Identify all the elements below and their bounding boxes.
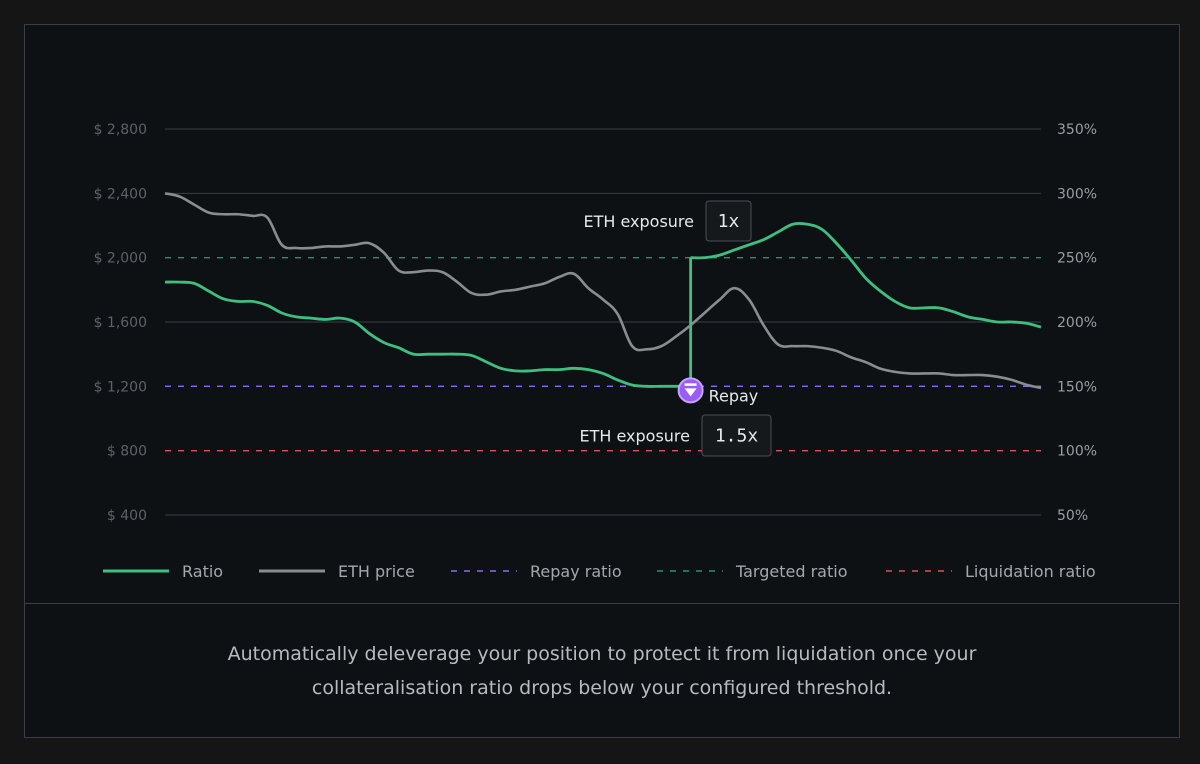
exposure-box-after	[705, 200, 752, 242]
chart-card: $ 2,800 350% $ 2,400 300% $ 2,000 250% $ 1,600…	[24, 24, 1180, 738]
exposure-value-after: 1x	[718, 211, 740, 232]
divider	[25, 603, 1179, 604]
y-right-tick-label: 250%	[1057, 251, 1097, 267]
legend-label-liquidation-ratio: Liquidation ratio	[965, 562, 1096, 581]
exposure-label-after: ETH exposure	[583, 212, 694, 231]
ratio-series-line	[690, 221, 1042, 329]
ratio-series-line	[164, 280, 691, 388]
y-left-tick-label: $ 2,000	[94, 251, 147, 267]
caption: Automatically deleverage your position t…	[25, 637, 1179, 705]
y-left-tick-label: $ 1,200	[94, 379, 147, 395]
y-right-tick-label: 350%	[1057, 122, 1097, 138]
legend-label-targeted-ratio: Targeted ratio	[735, 562, 847, 581]
chart-area: $ 2,800 350% $ 2,400 300% $ 2,000 250% $ 1,600…	[25, 25, 1179, 603]
caption-text: Automatically deleverage your position t…	[227, 643, 977, 699]
chart-svg: $ 2,800 350% $ 2,400 300% $ 2,000 250% $ 1,600…	[94, 122, 1097, 581]
y-right-tick-label: 150%	[1057, 379, 1097, 395]
exposure-value-before: 1.5x	[715, 426, 759, 447]
y-left-tick-label: $ 1,600	[94, 315, 147, 331]
y-left-tick-label: $ 400	[107, 508, 147, 524]
y-left-tick-label: $ 2,400	[94, 186, 147, 202]
exposure-box-before	[701, 414, 772, 457]
repay-marker-bar	[684, 383, 697, 386]
legend-label-eth-price: ETH price	[338, 562, 415, 581]
eth-price-series-line	[164, 192, 1042, 390]
y-left-tick-label: $ 2,800	[94, 122, 147, 138]
repay-label: Repay	[709, 386, 759, 405]
legend-label-ratio: Ratio	[182, 562, 223, 581]
repay-marker-arrow	[684, 388, 697, 397]
y-right-tick-label: 300%	[1057, 186, 1097, 202]
y-left-tick-label: $ 800	[107, 444, 147, 460]
legend-label-repay-ratio: Repay ratio	[530, 562, 622, 581]
exposure-label-before: ETH exposure	[579, 427, 690, 446]
y-right-tick-label: 200%	[1057, 315, 1097, 331]
y-right-tick-label: 100%	[1057, 444, 1097, 460]
y-right-tick-label: 50%	[1057, 508, 1088, 524]
